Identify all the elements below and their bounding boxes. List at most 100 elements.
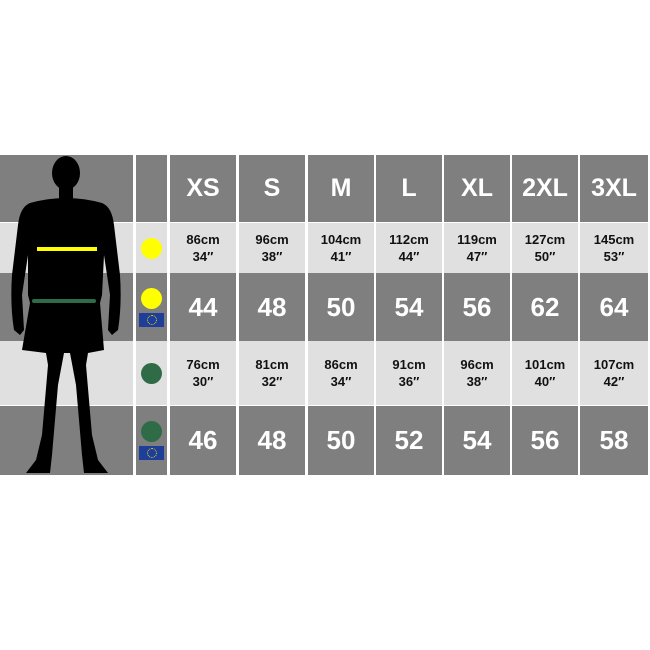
waist-cm: 91cm [392,357,426,372]
chest-eu-size: 48 [257,291,287,322]
size-label: S [263,174,281,202]
waist-eu-size: 54 [462,425,492,455]
chest-cm: 86cm [186,232,220,247]
size-header: 3XL [580,155,648,222]
size-header: L [376,155,442,222]
size-label: XS [186,174,220,202]
waist-inch: 32″ [261,374,283,389]
chest-indicator-icon [141,237,162,259]
chest-inch: 53″ [603,249,625,264]
waist-cm: 76cm [186,357,220,372]
waist-cell: 107cm 42″ [580,341,648,405]
size-column-3xl: 3XL 145cm 53″ 64 107cm 42″ 58 [580,155,648,475]
eu-flag-icon [139,312,164,327]
waist-inch: 36″ [398,374,420,389]
waist-cell: 86cm 34″ [308,341,374,405]
size-column-s: S 96cm 38″ 48 81cm 32″ 48 [239,155,305,475]
chest-inch: 44″ [398,249,420,264]
waist-cm: 96cm [460,357,494,372]
waist-inch: 40″ [534,374,556,389]
chest-eu-cell: 54 [376,273,442,341]
size-header: XL [444,155,510,222]
waist-cm: 107cm [593,357,635,372]
waist-cell: 81cm 32″ [239,341,305,405]
chest-eu-cell: 48 [239,273,305,341]
waist-eu-cell: 48 [239,406,305,475]
waist-inch: 30″ [192,374,214,389]
waist-eu-size: 48 [257,425,287,455]
chest-cell: 104cm 41″ [308,223,374,273]
size-column-xs: XS 86cm 34″ 44 76cm 30″ 46 [170,155,236,475]
chest-inch: 47″ [466,249,488,264]
chest-cell: 145cm 53″ [580,223,648,273]
chest-eu-cell: 64 [580,273,648,341]
body-silhouette-icon [11,156,121,473]
waist-eu-cell: 56 [512,406,578,475]
chest-inch: 38″ [261,249,283,264]
size-column-l: L 112cm 44″ 54 91cm 36″ 52 [376,155,442,475]
size-label: 3XL [591,174,637,202]
waist-cell: 91cm 36″ [376,341,442,405]
size-chart: XS 86cm 34″ 44 76cm 30″ 46 S 96cm 38″ 48 81… [0,155,650,475]
waist-eu-size: 52 [394,425,424,455]
chest-inch: 41″ [330,249,352,264]
size-label: M [330,174,352,202]
waist-cell: 101cm 40″ [512,341,578,405]
chest-cm: 119cm [457,232,497,247]
waist-eu-size: 50 [326,425,356,455]
chest-cell: 96cm 38″ [239,223,305,273]
chest-cm: 127cm [524,232,566,247]
chest-eu-cell: 56 [444,273,510,341]
chest-eu-size: 54 [394,291,424,322]
waist-cell: 96cm 38″ [444,341,510,405]
size-label: L [401,174,417,202]
chest-cm: 104cm [320,232,362,247]
indicator-column [136,155,167,475]
chest-cell: 127cm 50″ [512,223,578,273]
size-header: M [308,155,374,222]
figure-column [0,155,133,475]
chest-cell: 86cm 34″ [170,223,236,273]
chest-cell: 112cm 44″ [376,223,442,273]
chest-eu-size: 50 [326,291,356,322]
waist-indicator-icon [141,421,162,442]
chest-cell: 119cm 47″ [444,223,510,273]
size-label: 2XL [522,174,568,202]
chest-eu-size: 64 [599,291,629,322]
chest-inch: 50″ [534,249,556,264]
waist-eu-cell: 52 [376,406,442,475]
waist-eu-size: 56 [530,425,560,455]
chest-cm: 145cm [593,232,635,247]
waist-eu-cell: 54 [444,406,510,475]
chest-eu-size: 56 [462,291,492,322]
waist-measure-line [32,299,96,303]
waist-eu-cell: 50 [308,406,374,475]
waist-eu-size: 58 [599,425,629,455]
waist-inch: 38″ [466,374,488,389]
waist-eu-size: 46 [188,425,218,455]
waist-cm: 81cm [255,357,289,372]
waist-indicator-icon [141,362,162,384]
size-header: XS [170,155,236,222]
waist-inch: 34″ [330,374,352,389]
size-label: XL [461,174,493,202]
chest-cm: 96cm [255,232,289,247]
chest-measure-line [37,247,97,251]
chest-eu-cell: 50 [308,273,374,341]
size-column-xl: XL 119cm 47″ 56 96cm 38″ 54 [444,155,510,475]
chest-eu-size: 44 [188,291,218,322]
chest-eu-size: 62 [530,291,560,322]
chest-inch: 34″ [192,249,214,264]
chest-cm: 112cm [389,232,429,247]
size-header: 2XL [512,155,578,222]
waist-inch: 42″ [603,374,625,389]
chest-indicator-icon [141,287,162,309]
chest-eu-cell: 62 [512,273,578,341]
waist-eu-cell: 58 [580,406,648,475]
waist-eu-cell: 46 [170,406,236,475]
size-column-2xl: 2XL 127cm 50″ 62 101cm 40″ 56 [512,155,578,475]
chest-eu-cell: 44 [170,273,236,341]
size-column-m: M 104cm 41″ 50 86cm 34″ 50 [308,155,374,475]
waist-cell: 76cm 30″ [170,341,236,405]
waist-cm: 86cm [324,357,358,372]
